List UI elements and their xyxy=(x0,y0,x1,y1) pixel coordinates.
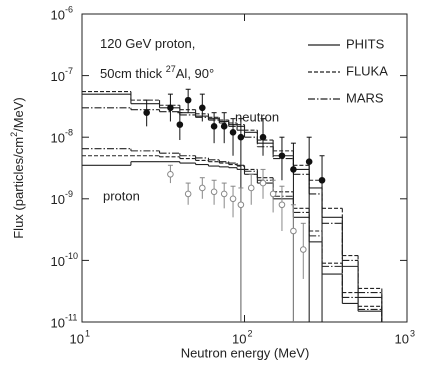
data-point xyxy=(259,133,267,141)
data-point xyxy=(269,190,277,198)
data-point xyxy=(259,179,267,187)
data-point xyxy=(143,109,150,116)
legend-label: MARS xyxy=(346,90,384,105)
data-point xyxy=(247,184,255,192)
annotation-part: 120 GeV proton, xyxy=(100,36,195,51)
legend-label: PHITS xyxy=(346,36,385,51)
x-tick-exponent: 1 xyxy=(85,328,90,338)
y-tick-label: 10 xyxy=(51,254,65,269)
data-point xyxy=(184,190,192,198)
y-tick-label: 10 xyxy=(51,192,65,207)
data-point xyxy=(237,133,245,141)
y-tick-label: 10 xyxy=(51,131,65,146)
x-tick-exponent: 3 xyxy=(410,328,415,338)
group-label: proton xyxy=(103,188,140,203)
group-label: neutron xyxy=(235,109,279,124)
data-point xyxy=(237,201,245,209)
annotation-part: 50cm thick xyxy=(100,66,166,81)
legend-label: FLUKA xyxy=(346,63,388,78)
y-tick-exponent: -8 xyxy=(65,128,73,138)
data-point xyxy=(199,184,206,192)
annotation-part: Al, 90° xyxy=(176,66,214,81)
annotation-part: 27 xyxy=(166,64,176,74)
y-tick-exponent: -6 xyxy=(65,4,73,14)
plot-area xyxy=(82,88,383,322)
y-axis-title: Flux (particles/cm2/MeV) xyxy=(9,97,26,239)
y-tick-label: 10 xyxy=(51,7,65,22)
y-axis-title-part: /MeV) xyxy=(11,97,26,132)
y-tick-label: 10 xyxy=(51,315,65,330)
y-tick-exponent: -10 xyxy=(65,251,78,261)
annotation: 50cm thick 27Al, 90° xyxy=(100,64,214,81)
y-tick-label: 10 xyxy=(51,69,65,84)
data-point xyxy=(220,123,228,130)
data-point xyxy=(278,152,286,160)
data-point xyxy=(220,190,228,198)
y-axis-title-part: Flux (particles/cm xyxy=(11,137,26,239)
data-point xyxy=(299,246,307,253)
data-point xyxy=(210,123,218,130)
data-point xyxy=(305,158,313,166)
y-tick-exponent: -7 xyxy=(65,66,73,76)
x-tick-label: 10 xyxy=(395,331,409,346)
data-point xyxy=(167,104,174,112)
annotation: 120 GeV proton, xyxy=(100,36,195,51)
data-point xyxy=(167,170,174,178)
data-point xyxy=(210,188,218,196)
data-point xyxy=(290,166,297,173)
data-point xyxy=(229,195,237,203)
data-point xyxy=(318,176,326,184)
y-tick-exponent: -9 xyxy=(65,189,73,199)
data-point xyxy=(229,129,237,136)
x-tick-label: 10 xyxy=(70,331,84,346)
y-tick-exponent: -11 xyxy=(65,312,77,322)
x-tick-label: 10 xyxy=(232,331,246,346)
y-axis-title-part: 2 xyxy=(9,132,19,137)
data-point xyxy=(176,121,184,128)
x-axis-title: Neutron energy (MeV) xyxy=(181,345,310,360)
data-point xyxy=(290,227,297,235)
data-point xyxy=(184,96,192,104)
data-point xyxy=(278,201,286,209)
data-point xyxy=(199,104,206,112)
x-tick-exponent: 2 xyxy=(248,328,253,338)
